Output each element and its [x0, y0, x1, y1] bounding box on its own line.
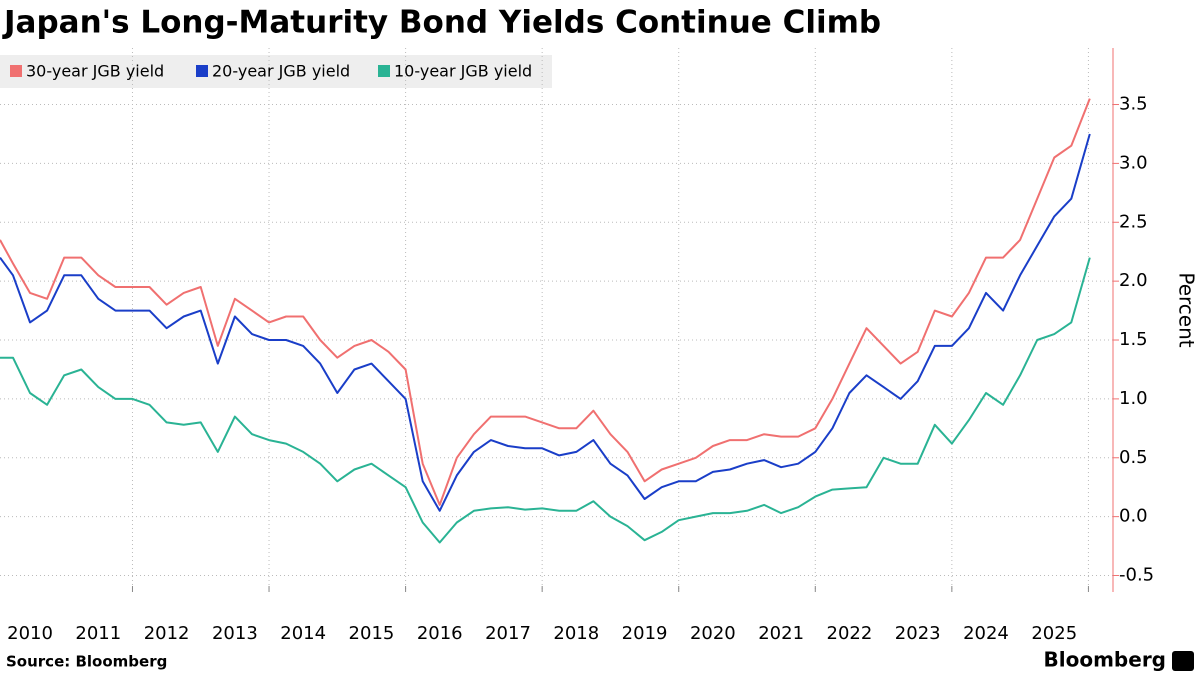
y-axis-label: Percent [1175, 272, 1199, 347]
x-tick-label: 2022 [827, 623, 873, 644]
y-tick-label: 1.0 [1119, 388, 1148, 409]
y-tick-label: -0.5 [1119, 565, 1154, 586]
legend-label: 20-year JGB yield [212, 62, 350, 81]
series-line [0, 133, 1091, 512]
legend-swatch [378, 65, 390, 77]
legend-swatch [10, 65, 22, 77]
series-line [0, 257, 1091, 544]
source: Source: Bloomberg [6, 653, 167, 671]
x-tick-label: 2017 [485, 623, 531, 644]
x-tick-label: 2025 [1031, 623, 1077, 644]
y-tick-label: 1.5 [1119, 329, 1148, 350]
logo-icon [1172, 651, 1194, 671]
x-tick-label: 2014 [280, 623, 326, 644]
y-tick-label: 2.0 [1119, 270, 1148, 291]
series-line [0, 98, 1091, 506]
legend-swatch [196, 65, 208, 77]
x-tick-label: 2021 [758, 623, 804, 644]
y-tick-label: 0.0 [1119, 506, 1148, 527]
x-tick-label: 2020 [690, 623, 736, 644]
x-tick-label: 2011 [75, 623, 121, 644]
x-tick-label: 2013 [212, 623, 258, 644]
legend-box [0, 55, 552, 88]
x-tick-label: 2010 [7, 623, 53, 644]
y-tick-label: 3.5 [1119, 94, 1148, 115]
legend-label: 10-year JGB yield [394, 62, 532, 81]
x-tick-label: 2015 [349, 623, 395, 644]
x-tick-label: 2016 [417, 623, 463, 644]
logo: Bloomberg [1044, 648, 1166, 672]
chart-title: Japan's Long-Maturity Bond Yields Contin… [2, 5, 881, 41]
x-tick-label: 2018 [553, 623, 599, 644]
legend-label: 30-year JGB yield [26, 62, 164, 81]
x-tick-label: 2019 [622, 623, 668, 644]
x-tick-label: 2012 [144, 623, 190, 644]
y-tick-label: 0.5 [1119, 447, 1148, 468]
y-tick-label: 2.5 [1119, 211, 1148, 232]
x-tick-label: 2023 [895, 623, 941, 644]
x-tick-label: 2024 [963, 623, 1009, 644]
y-tick-label: 3.0 [1119, 152, 1148, 173]
